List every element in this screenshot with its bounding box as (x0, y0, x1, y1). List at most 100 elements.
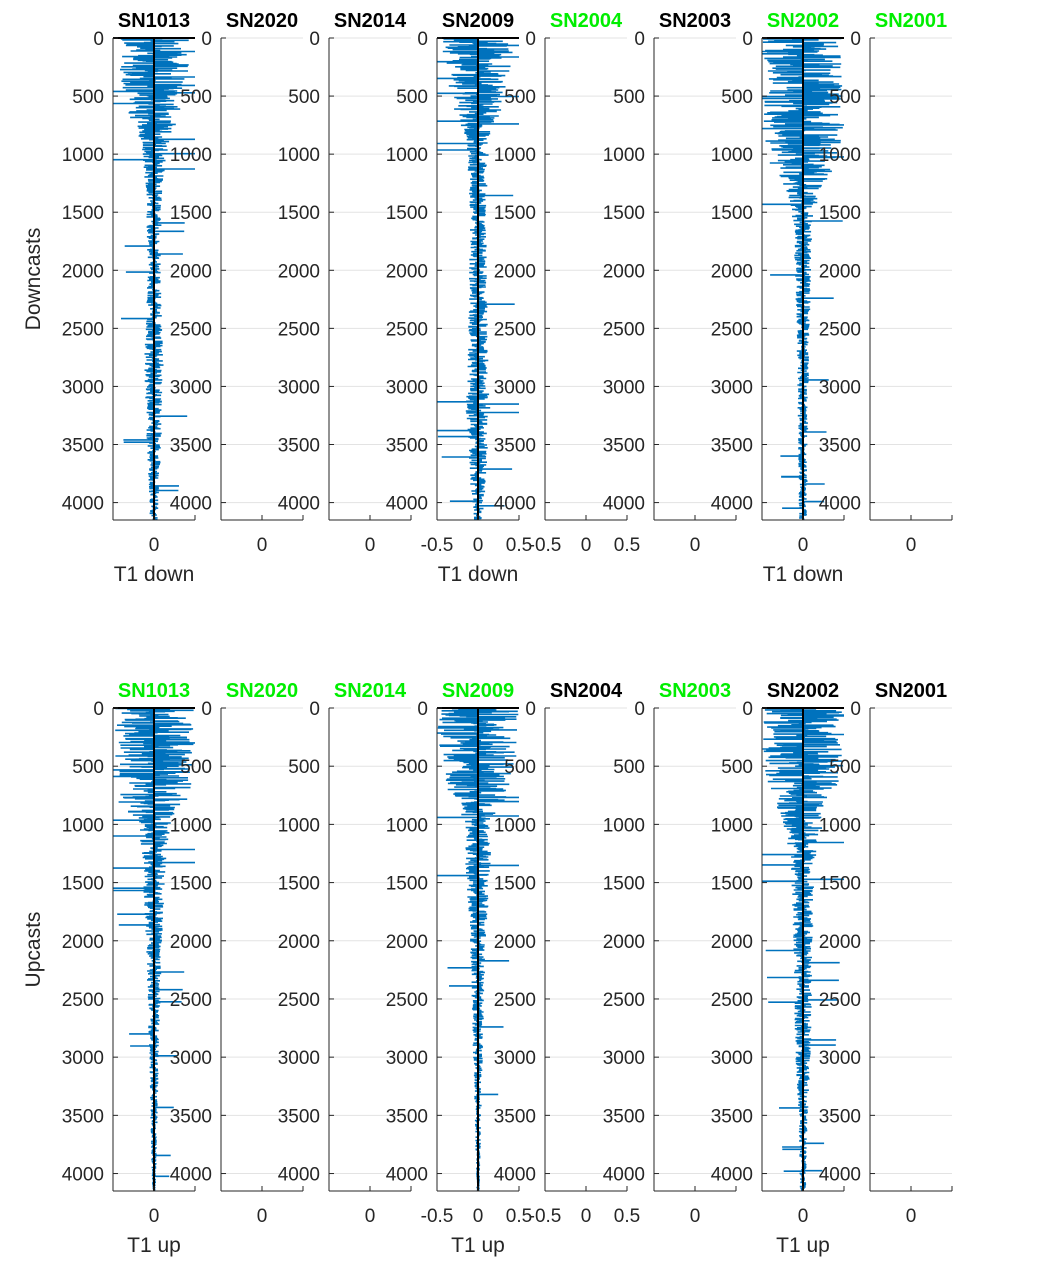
y-tick-label: 1000 (711, 145, 753, 166)
y-tick-label: 3000 (711, 377, 753, 398)
y-tick-label: 3000 (62, 1048, 104, 1069)
x-tick-label: 0 (906, 1206, 917, 1227)
y-tick-label: 500 (180, 757, 212, 778)
panel-upcasts-sn2020: 0 500 1000 1500 2000 2500 3000 3500 4000 0 SN2020 (170, 680, 304, 1227)
y-tick-label: 3000 (170, 1048, 212, 1069)
panel-upcasts-sn2009: 0 500 1000 1500 2000 2500 3000 3500 4000 -0.5 0 0.5… (386, 680, 532, 1257)
y-tick-label: 3000 (170, 377, 212, 398)
y-tick-label: 3500 (711, 436, 753, 457)
y-tick-label: 1500 (170, 874, 212, 895)
y-tick-label: 1500 (386, 874, 428, 895)
x-tick-label: -0.5 (421, 1206, 454, 1227)
x-tick-label: 0.5 (506, 1206, 532, 1227)
panel-downcasts-sn2003: 0 500 1000 1500 2000 2500 3000 3500 4000 0 SN2003 (603, 10, 737, 556)
x-tick-label: 0 (473, 1206, 484, 1227)
y-tick-label: 2500 (278, 319, 320, 340)
y-tick-label: 500 (613, 757, 645, 778)
x-axis-label: T1 up (776, 1234, 830, 1257)
y-tick-label: 3500 (170, 1106, 212, 1127)
panel-downcasts-sn2009: 0 500 1000 1500 2000 2500 3000 3500 4000 -0.5 0 0.5… (386, 10, 532, 586)
y-tick-label: 2000 (603, 932, 645, 953)
y-tick-label: 1500 (62, 203, 104, 224)
x-tick-label: 0.5 (614, 1206, 640, 1227)
x-tick-label: 0 (365, 535, 376, 556)
x-tick-label: 0 (473, 535, 484, 556)
y-tick-label: 500 (829, 87, 861, 108)
x-tick-label: 0 (149, 1206, 160, 1227)
y-tick-label: 1500 (819, 874, 861, 895)
y-tick-label: 4000 (603, 494, 645, 515)
panel-title: SN2002 (767, 10, 839, 32)
y-tick-label: 3000 (819, 377, 861, 398)
y-tick-label: 0 (634, 29, 645, 50)
y-tick-label: 2000 (278, 932, 320, 953)
y-tick-label: 0 (309, 699, 320, 720)
y-tick-label: 4000 (603, 1165, 645, 1186)
panel-title: SN1013 (118, 680, 190, 702)
panel-title: SN2001 (875, 10, 947, 32)
panel-downcasts-sn2004: 0 500 1000 1500 2000 2500 3000 3500 4000 -0.5 0 0.5… (494, 10, 640, 556)
y-tick-label: 1000 (603, 145, 645, 166)
x-axis-label: T1 down (763, 563, 844, 586)
y-tick-label: 1000 (386, 145, 428, 166)
panel-downcasts-sn1013: 0 500 1000 1500 2000 2500 3000 3500 4000 0 T1 down… (62, 10, 196, 586)
y-tick-label: 4000 (386, 494, 428, 515)
y-tick-label: 1500 (494, 203, 536, 224)
y-tick-label: 3000 (278, 377, 320, 398)
y-tick-label: 3000 (386, 377, 428, 398)
y-tick-label: 1000 (170, 815, 212, 836)
y-tick-label: 2000 (386, 261, 428, 282)
panel-title: SN2020 (226, 10, 298, 32)
y-tick-label: 2000 (386, 932, 428, 953)
x-tick-label: -0.5 (529, 535, 562, 556)
row-label-upcasts: Upcasts (22, 912, 45, 988)
y-tick-label: 3000 (603, 377, 645, 398)
y-tick-label: 3000 (278, 1048, 320, 1069)
panel-upcasts-sn2001: 0 500 1000 1500 2000 2500 3000 3500 4000 0 SN2001 (819, 680, 953, 1227)
y-tick-label: 1500 (711, 874, 753, 895)
y-tick-label: 1000 (62, 145, 104, 166)
y-tick-label: 1500 (62, 874, 104, 895)
y-tick-label: 500 (288, 87, 320, 108)
y-tick-label: 3500 (494, 436, 536, 457)
y-tick-label: 3500 (494, 1106, 536, 1127)
y-tick-label: 1500 (170, 203, 212, 224)
panel-downcasts-sn2014: 0 500 1000 1500 2000 2500 3000 3500 4000 0 SN2014 (278, 10, 412, 556)
y-tick-label: 1000 (62, 815, 104, 836)
panel-title: SN2004 (550, 680, 623, 702)
y-tick-label: 1000 (494, 145, 536, 166)
panel-title: SN2014 (334, 680, 407, 702)
y-tick-label: 500 (613, 87, 645, 108)
y-tick-label: 3000 (494, 1048, 536, 1069)
y-tick-label: 0 (742, 699, 753, 720)
panel-title: SN1013 (118, 10, 190, 32)
y-tick-label: 0 (525, 29, 536, 50)
x-tick-label: 0 (690, 535, 701, 556)
y-tick-label: 4000 (711, 1165, 753, 1186)
x-tick-label: 0 (257, 535, 268, 556)
panel-title: SN2002 (767, 680, 839, 702)
y-tick-label: 3500 (603, 1106, 645, 1127)
y-tick-label: 1000 (711, 815, 753, 836)
panel-upcasts-sn2014: 0 500 1000 1500 2000 2500 3000 3500 4000 0 SN2014 (278, 680, 412, 1227)
y-tick-label: 2500 (386, 319, 428, 340)
y-tick-label: 2500 (386, 990, 428, 1011)
y-tick-label: 3000 (603, 1048, 645, 1069)
y-tick-label: 2000 (62, 932, 104, 953)
y-tick-label: 1000 (603, 815, 645, 836)
y-tick-label: 2500 (278, 990, 320, 1011)
y-tick-label: 2500 (62, 319, 104, 340)
y-tick-label: 0 (417, 699, 428, 720)
y-tick-label: 1000 (819, 815, 861, 836)
x-tick-label: 0 (365, 1206, 376, 1227)
y-tick-label: 3500 (278, 436, 320, 457)
x-axis-label: T1 up (451, 1234, 505, 1257)
y-tick-label: 3500 (603, 436, 645, 457)
y-tick-label: 3000 (494, 377, 536, 398)
panel-title: SN2001 (875, 680, 947, 702)
panel-title: SN2009 (442, 680, 514, 702)
y-tick-label: 2500 (819, 990, 861, 1011)
y-tick-label: 1000 (170, 145, 212, 166)
y-tick-label: 2000 (278, 261, 320, 282)
y-tick-label: 0 (93, 29, 104, 50)
